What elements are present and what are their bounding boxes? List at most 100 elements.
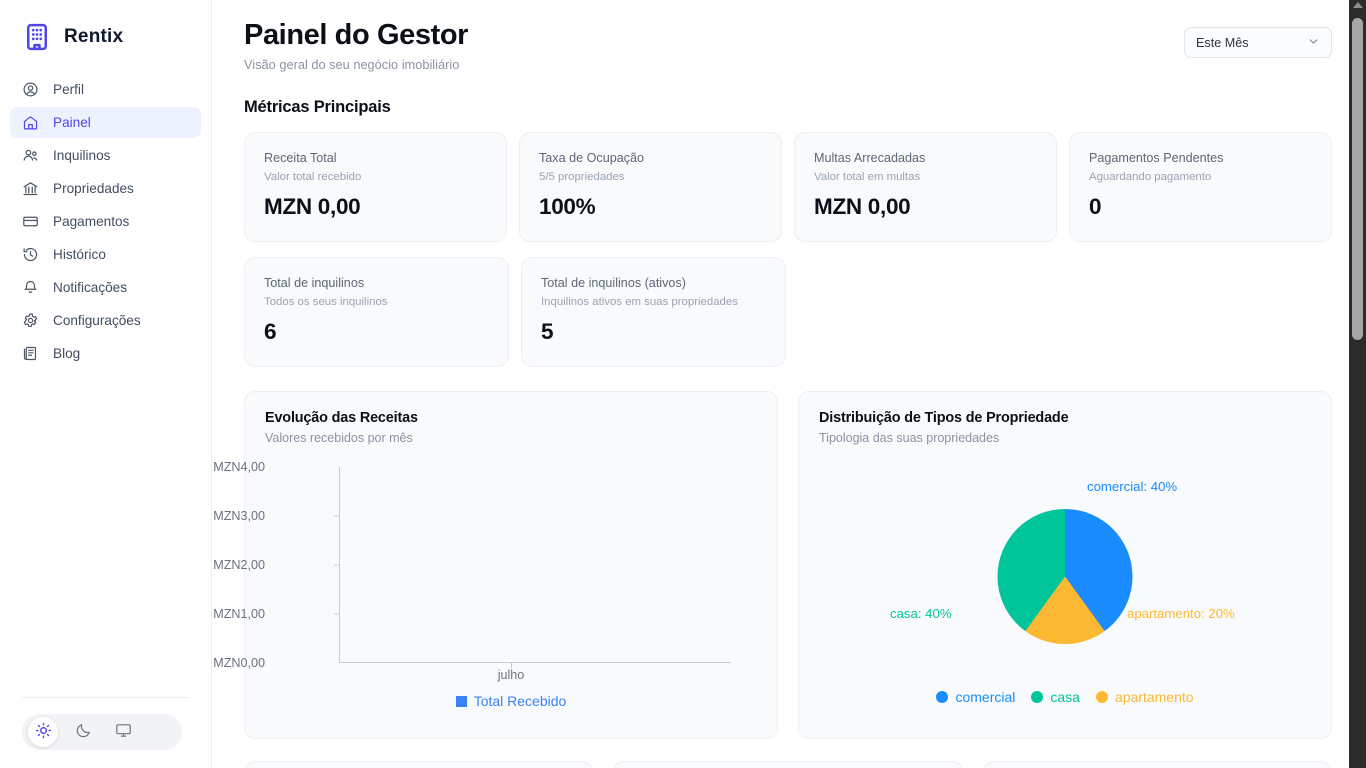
period-select-value: Este Mês [1196, 35, 1249, 50]
users-icon [22, 147, 39, 164]
metric-desc: 5/5 propriedades [539, 171, 625, 184]
metric-desc: Valor total recebido [264, 171, 362, 184]
legend-label: comercial [955, 689, 1016, 706]
x-tick-label: julho [497, 668, 525, 683]
row-spacer [1071, 257, 1332, 367]
card-notificacoes-recentes: Notificações Recentes [982, 761, 1332, 768]
page-heading-group: Painel do Gestor Visão geral do seu negó… [244, 18, 468, 72]
metric-label: Pagamentos Pendentes [1089, 151, 1224, 166]
bottom-cards-row: Próximos Vencimentos Status de Pagamento… [244, 761, 1332, 768]
metric-card-total-inquilinos-ativos: Total de inquilinos (ativos) Inquilinos … [521, 257, 786, 368]
legend-item-apartamento[interactable]: apartamento [1095, 689, 1194, 706]
panel-evolucao-receitas: Evolução das Receitas Valores recebidos … [213, 391, 778, 740]
metric-label: Total de inquilinos [264, 276, 365, 291]
y-tick-label: MZN3,00 [213, 509, 265, 524]
chart-y-axis [339, 467, 340, 664]
metric-value: MZN 0,00 [264, 194, 361, 220]
scrollbar-up-arrow-icon[interactable] [1352, 2, 1363, 8]
credit-card-icon [22, 213, 39, 230]
legend-label: Total Recebido [473, 693, 567, 710]
legend-item-comercial[interactable]: comercial [936, 689, 1015, 705]
user-circle-icon [22, 81, 39, 98]
chart-legend: Total Recebido [265, 693, 757, 709]
panel-subtitle: Valores recebidos por mês [265, 431, 413, 446]
y-tick-label: MZN0,00 [213, 656, 265, 671]
metric-desc: Inquilinos ativos em suas propriedades [541, 296, 738, 309]
metric-desc: Valor total em multas [814, 171, 921, 184]
legend-dot [936, 691, 949, 704]
y-tick-label: MZN1,00 [213, 607, 265, 622]
sidebar-item-pagamentos[interactable]: Pagamentos [10, 206, 201, 237]
theme-light-button[interactable] [28, 717, 58, 747]
sidebar-item-label: Painel [53, 115, 91, 130]
y-tick-label: MZN2,00 [213, 558, 265, 573]
scrollbar-thumb[interactable] [1352, 18, 1363, 340]
metric-value: 0 [1089, 194, 1102, 220]
card-status-pagamentos: Status de Pagamentos [613, 761, 963, 768]
theme-switcher [0, 697, 211, 750]
page-scrollbar[interactable] [1349, 0, 1366, 768]
metric-value: 6 [264, 319, 277, 345]
brand[interactable]: Rentix [0, 0, 211, 52]
card-proximos-vencimentos: Próximos Vencimentos [244, 761, 594, 768]
legend-label: apartamento [1114, 689, 1194, 706]
sidebar-item-blog[interactable]: Blog [10, 338, 201, 369]
sidebar-item-propriedades[interactable]: Propriedades [10, 173, 201, 204]
metric-desc: Aguardando pagamento [1089, 171, 1212, 184]
theme-dark-button[interactable] [68, 717, 98, 747]
row-spacer [798, 257, 1059, 367]
sidebar-item-painel[interactable]: Painel [10, 107, 201, 138]
panel-title: Distribuição de Tipos de Propriedade [819, 410, 1069, 427]
legend-swatch [455, 695, 467, 707]
theme-toggle-group [22, 714, 182, 750]
panel-title: Evolução das Receitas [265, 410, 418, 427]
sidebar-item-notificacoes[interactable]: Notificações [10, 272, 201, 303]
monitor-icon [115, 722, 132, 742]
legend-label: casa [1050, 689, 1080, 706]
period-select[interactable]: Este Mês [1184, 27, 1332, 58]
sidebar-item-configuracoes[interactable]: Configurações [10, 305, 201, 336]
metric-card-total-inquilinos: Total de inquilinos Todos os seus inquil… [244, 257, 509, 368]
theme-system-button[interactable] [108, 717, 138, 747]
sidebar-item-inquilinos[interactable]: Inquilinos [10, 140, 201, 171]
pie-slices [997, 509, 1133, 645]
sidebar: Rentix Perfil Painel Inquilinos [0, 0, 212, 768]
x-tick-mark [511, 663, 512, 669]
legend-dot [1095, 691, 1108, 704]
page-title: Painel do Gestor [244, 19, 469, 51]
pie-label-apartamento: apartamento: 20% [1127, 606, 1235, 622]
charts-row: Evolução das Receitas Valores recebidos … [213, 391, 1332, 740]
sidebar-divider [22, 697, 189, 698]
main-content: Painel do Gestor Visão geral do seu negó… [212, 0, 1366, 768]
sidebar-item-label: Notificações [53, 280, 128, 295]
y-tick-mark [334, 613, 339, 615]
metric-value: MZN 0,00 [814, 194, 911, 220]
sidebar-item-label: Blog [53, 346, 81, 361]
bell-icon [22, 279, 39, 296]
metrics-cards-row-1: Receita Total Valor total recebido MZN 0… [244, 132, 1332, 243]
sidebar-item-label: Pagamentos [53, 214, 130, 229]
metrics-section-title: Métricas Principais [244, 98, 391, 117]
y-tick-mark [334, 564, 339, 566]
gear-icon [22, 312, 39, 329]
line-chart: MZN4,00 MZN3,00 MZN2,00 MZN1,00 MZN0,00 … [213, 459, 757, 709]
metrics-cards-row-2: Total de inquilinos Todos os seus inquil… [244, 257, 1332, 368]
sidebar-item-perfil[interactable]: Perfil [10, 74, 201, 105]
panel-distribuicao-propriedades: Distribuição de Tipos de Propriedade Tip… [798, 391, 1332, 740]
metric-card-multas-arrecadadas: Multas Arrecadadas Valor total em multas… [794, 132, 1057, 243]
metric-value: 100% [539, 194, 596, 220]
legend-dot [1031, 691, 1044, 704]
sidebar-nav: Perfil Painel Inquilinos Propriedades [0, 74, 211, 369]
metric-label: Receita Total [264, 151, 337, 166]
metric-value: 5 [541, 319, 554, 345]
y-tick-label: MZN4,00 [213, 460, 265, 475]
sidebar-item-label: Propriedades [53, 181, 134, 196]
legend-item-casa[interactable]: casa [1031, 689, 1080, 705]
pie-label-comercial: comercial: 40% [1087, 479, 1178, 495]
metric-desc: Todos os seus inquilinos [264, 296, 388, 309]
metric-label: Total de inquilinos (ativos) [541, 276, 686, 291]
brand-name: Rentix [64, 26, 124, 47]
sidebar-item-historico[interactable]: Histórico [10, 239, 201, 270]
metric-card-pagamentos-pendentes: Pagamentos Pendentes Aguardando pagament… [1069, 132, 1332, 243]
